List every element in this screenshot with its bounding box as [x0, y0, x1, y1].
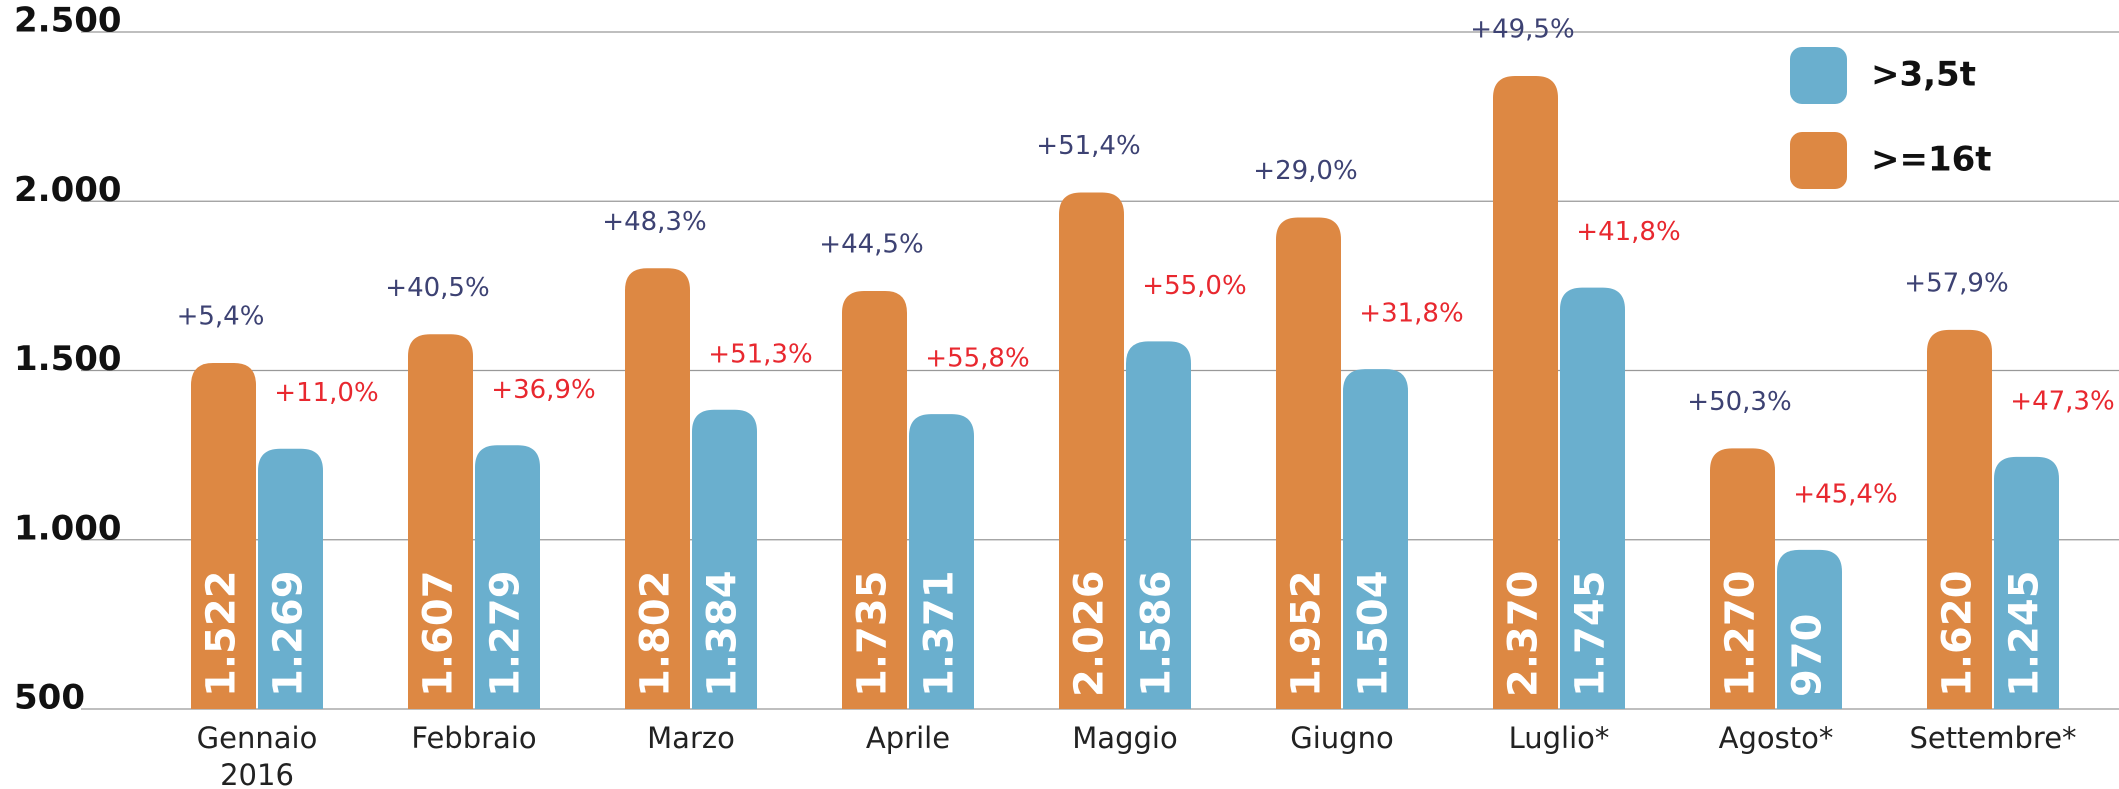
change-label: +45,4%	[1793, 479, 1897, 509]
change-label: +47,3%	[2010, 386, 2114, 416]
value-label: 1.586	[1134, 570, 1180, 697]
value-label: 1.270	[1718, 570, 1764, 697]
x-tick-line: 2016	[220, 758, 294, 789]
change-label: +48,3%	[602, 207, 706, 237]
value-label: 1.735	[850, 570, 896, 697]
value-label: 2.026	[1067, 570, 1113, 697]
bar	[1560, 287, 1625, 709]
value-label: 1.504	[1351, 570, 1397, 697]
x-tick-label: Settembre*	[1909, 721, 2076, 755]
change-label: +44,5%	[819, 229, 923, 259]
x-tick-label: Febbraio	[411, 721, 536, 755]
value-label: 1.952	[1284, 570, 1330, 697]
bar	[475, 445, 540, 709]
value-label: 1.620	[1935, 570, 1981, 697]
y-tick-label: 1.000	[14, 508, 122, 548]
bar	[1343, 369, 1408, 709]
value-label: 1.745	[1568, 570, 1614, 697]
bar	[1777, 549, 1842, 709]
bar	[1493, 76, 1558, 709]
x-tick-label: Aprile	[866, 721, 950, 755]
value-label: 2.370	[1501, 570, 1547, 697]
y-tick-label: 1.500	[14, 339, 122, 379]
x-tick-label: Marzo	[647, 721, 735, 755]
bar	[408, 334, 473, 709]
value-label: 970	[1785, 614, 1831, 698]
change-label: +36,9%	[491, 375, 595, 405]
change-label: +51,3%	[708, 339, 812, 369]
x-tick-label: Luglio*	[1509, 721, 1610, 755]
x-tick-label: Agosto*	[1719, 721, 1834, 755]
value-label: 1.279	[483, 570, 529, 697]
change-label: +50,3%	[1687, 387, 1791, 417]
y-tick-label: 500	[14, 678, 85, 718]
change-label: +57,9%	[1904, 268, 2008, 298]
bar	[1994, 456, 2059, 709]
bar	[258, 448, 323, 709]
y-tick-label: 2.500	[14, 1, 122, 41]
value-label: 1.522	[199, 570, 245, 697]
bar	[692, 409, 757, 709]
change-label: +55,8%	[925, 344, 1029, 374]
change-label: +5,4%	[177, 302, 265, 332]
bar	[1276, 217, 1341, 710]
change-label: +51,4%	[1036, 131, 1140, 161]
legend-label: >3,5t	[1871, 55, 1976, 95]
x-tick-label: Giugno	[1290, 721, 1393, 755]
bar	[842, 290, 907, 709]
change-label: +49,5%	[1470, 15, 1574, 45]
legend-swatch	[1790, 47, 1847, 104]
value-label: 1.384	[700, 570, 746, 697]
bar	[1927, 329, 1992, 709]
x-tick-label: Gennaio 2016	[197, 721, 318, 789]
y-tick-label: 2.000	[14, 170, 122, 210]
change-label: +29,0%	[1253, 156, 1357, 186]
bar	[625, 268, 690, 709]
x-tick-label: Maggio	[1072, 721, 1177, 755]
x-tick-line: Gennaio	[197, 721, 318, 755]
bar	[191, 363, 256, 709]
value-label: 1.269	[266, 570, 312, 697]
bar	[1126, 341, 1191, 709]
bar	[1710, 448, 1775, 709]
value-label: 1.371	[917, 570, 963, 697]
value-label: 1.245	[2002, 570, 2048, 697]
value-label: 1.607	[416, 570, 462, 697]
change-label: +40,5%	[385, 273, 489, 303]
change-label: +55,0%	[1142, 271, 1246, 301]
change-label: +41,8%	[1576, 217, 1680, 247]
legend-label: >=16t	[1871, 140, 1992, 180]
change-label: +11,0%	[274, 378, 378, 408]
value-label: 1.802	[633, 570, 679, 697]
bar	[909, 414, 974, 709]
change-label: +31,8%	[1359, 299, 1463, 329]
bar	[1059, 192, 1124, 710]
legend-swatch	[1790, 132, 1847, 189]
